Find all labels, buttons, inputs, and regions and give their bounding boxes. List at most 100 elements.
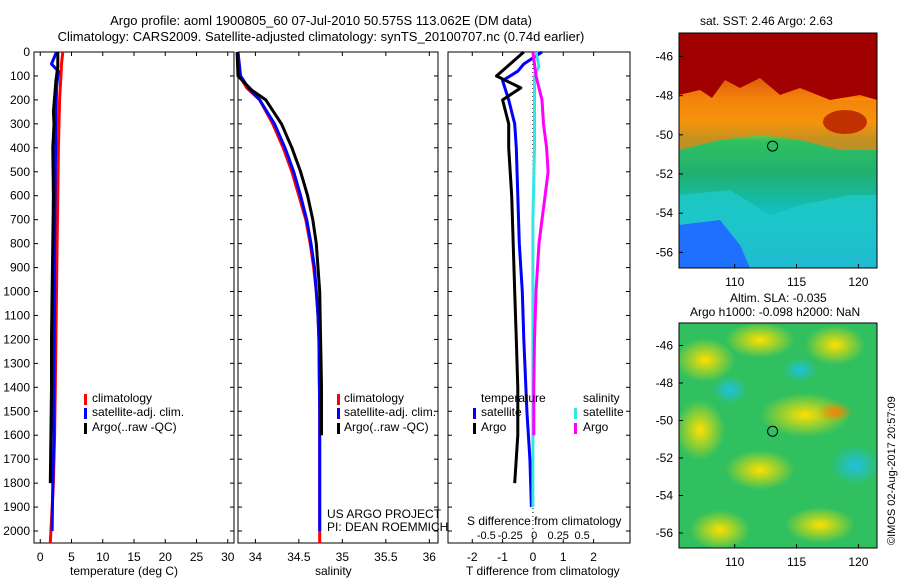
top-axis-tick-label: -0.25 — [498, 530, 523, 542]
temperature-xlabel: temperature (deg C) — [70, 564, 179, 578]
diff-legend-swatch-temp-argo — [473, 423, 476, 434]
diff-legend-temp-argo: Argo — [481, 420, 507, 434]
credit-project: US ARGO PROJECT — [327, 507, 442, 521]
float-position-marker — [767, 425, 779, 437]
x-tick-label: 15 — [127, 550, 141, 564]
temp-legend-argo: Argo(..raw -QC) — [92, 420, 177, 434]
diff-legend-temp-satellite: satellite — [481, 405, 522, 419]
credit-pi: PI: DEAN ROEMMICH — [327, 520, 449, 534]
figure-title-line2: Climatology: CARS2009. Satellite-adjuste… — [57, 29, 585, 44]
x-tick-label: 0 — [37, 550, 44, 564]
depth-tick-label: 1700 — [3, 452, 30, 466]
depth-tick-label: 1500 — [3, 404, 30, 418]
depth-tick-label: 500 — [10, 165, 30, 179]
temp-legend-swatch-climatology — [84, 394, 87, 405]
depth-tick-label: 0 — [23, 45, 30, 59]
x-tick-label: 10 — [96, 550, 110, 564]
map-lat-tick-label: -52 — [656, 451, 674, 465]
x-tick-label: -2 — [467, 550, 478, 564]
x-tick-label: 20 — [159, 550, 173, 564]
map-lat-tick-label: -46 — [656, 50, 674, 64]
x-tick-label: 5 — [68, 550, 75, 564]
x-tick-label: 25 — [190, 550, 204, 564]
x-tick-label: 1 — [560, 550, 567, 564]
map-lon-tick-label: 120 — [848, 555, 868, 569]
panel-frame-1 — [237, 51, 439, 544]
depth-tick-label: 400 — [10, 141, 30, 155]
x-tick-label: 2 — [590, 550, 597, 564]
salinity-xlabel: salinity — [315, 564, 352, 578]
series-line-satellite — [501, 50, 543, 508]
map-lat-tick-label: -48 — [656, 89, 674, 103]
depth-tick-label: 1900 — [3, 500, 30, 514]
diff-legend-swatch-sal-argo — [574, 423, 577, 434]
x-tick-label: 34 — [249, 550, 263, 564]
depth-tick-label: 800 — [10, 237, 30, 251]
diff-legend-sal-satellite: satellite — [583, 405, 624, 419]
map-lat-tick-label: -56 — [656, 526, 674, 540]
x-tick-label: 36 — [423, 550, 437, 564]
depth-tick-label: 200 — [10, 93, 30, 107]
sst-map — [679, 33, 877, 268]
sal-legend-argo: Argo(..raw -QC) — [344, 420, 429, 434]
figure-title-line1: Argo profile: aoml 1900805_60 07-Jul-201… — [110, 13, 532, 28]
map-lat-tick-label: -50 — [656, 128, 674, 142]
diff-legend-swatch-temp-satellite — [473, 408, 476, 419]
map-lat-tick-label: -54 — [656, 206, 674, 220]
depth-tick-label: 100 — [10, 69, 30, 83]
sla-map — [675, 322, 880, 550]
map-lat-tick-label: -54 — [656, 489, 674, 503]
sal-legend-swatch-satellite — [337, 408, 340, 419]
depth-tick-label: 1300 — [3, 356, 30, 370]
map-lon-tick-label: 110 — [725, 555, 744, 569]
temp-legend-satellite: satellite-adj. clim. — [92, 405, 185, 419]
depth-tick-label: 1000 — [3, 285, 30, 299]
timestamp-stamp: ©IMOS 02-Aug-2017 20:57:09 — [886, 396, 898, 545]
series-line-climatology — [236, 51, 322, 543]
series-line-argo — [48, 52, 60, 484]
panel-frame-2 — [447, 51, 631, 544]
depth-tick-label: 1600 — [3, 428, 30, 442]
depth-tick-label: 1400 — [3, 380, 30, 394]
series-line-sal_argo — [531, 51, 550, 436]
diff-legend-swatch-sal-satellite — [574, 408, 577, 419]
map-frame-sst — [678, 32, 878, 269]
map-frame-sla — [678, 322, 878, 549]
x-tick-label: 35 — [336, 550, 350, 564]
top-axis-tick-label: -0.5 — [477, 530, 496, 542]
diff-legend-temp-head: temperature — [481, 391, 546, 405]
sla-map-title-line2: Argo h1000: -0.098 h2000: NaN — [690, 305, 861, 319]
x-tick-label: 35.5 — [374, 550, 398, 564]
sal-legend-climatology: climatology — [344, 391, 405, 405]
temp-legend-climatology: climatology — [92, 391, 153, 405]
map-lon-tick-label: 115 — [787, 275, 806, 289]
sst-map-title: sat. SST: 2.46 Argo: 2.63 — [700, 14, 833, 28]
sla-map-title-line1: Altim. SLA: -0.035 — [730, 291, 827, 305]
series-line-satellite — [236, 51, 322, 531]
sal-legend-satellite: satellite-adj. clim. — [344, 405, 437, 419]
panel-frame-0 — [33, 51, 235, 544]
temp-legend-swatch-argo — [84, 423, 87, 434]
depth-tick-label: 1200 — [3, 332, 30, 346]
map-lon-tick-label: 120 — [848, 275, 868, 289]
map-lat-tick-label: -56 — [656, 245, 674, 259]
difference-top-xlabel: S difference from climatology — [467, 514, 622, 528]
temp-legend-swatch-satellite — [84, 408, 87, 419]
x-tick-label: 34.5 — [287, 550, 311, 564]
map-lon-tick-label: 110 — [725, 275, 744, 289]
map-lat-tick-label: -48 — [656, 376, 674, 390]
depth-tick-label: 600 — [10, 189, 30, 203]
series-line-argo — [235, 51, 323, 436]
map-lat-tick-label: -50 — [656, 414, 674, 428]
top-axis-tick-label: 0.5 — [574, 530, 589, 542]
top-axis-tick-label: 0.25 — [547, 530, 568, 542]
x-tick-label: 30 — [221, 550, 235, 564]
float-position-marker — [767, 140, 779, 152]
map-lat-tick-label: -46 — [656, 339, 674, 353]
x-tick-label: -1 — [497, 550, 508, 564]
diff-legend-sal-head: salinity — [583, 391, 620, 405]
top-axis-tick-label: 0 — [531, 530, 537, 542]
series-line-argo — [495, 50, 525, 484]
depth-tick-label: 300 — [10, 117, 30, 131]
